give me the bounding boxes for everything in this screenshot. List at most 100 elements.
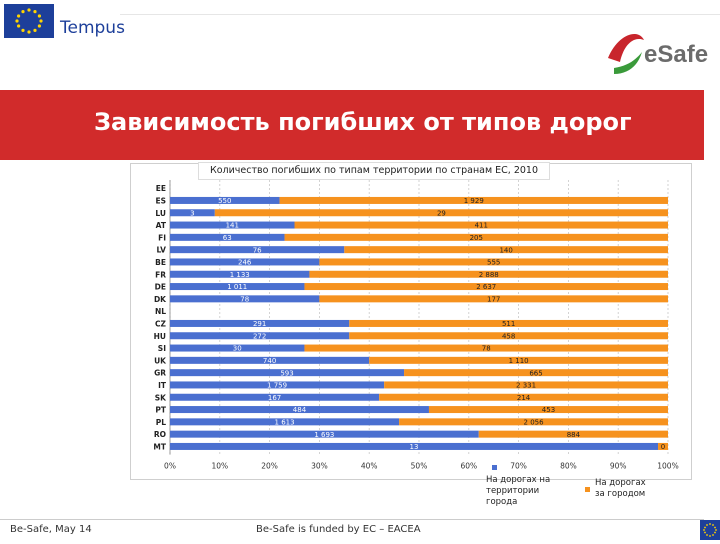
- data-label-urban: 593: [280, 369, 293, 377]
- data-label-rural: 511: [502, 320, 515, 328]
- category-label: PT: [155, 406, 166, 415]
- bar-rural: [294, 221, 668, 229]
- bar-urban: [170, 233, 285, 241]
- category-label: SI: [158, 344, 166, 353]
- category-label: NL: [155, 307, 166, 316]
- legend-label-rural: На дорогах за городом: [595, 478, 646, 499]
- bar-rural: [399, 418, 668, 426]
- bar-urban: [170, 369, 405, 377]
- data-label-rural: 2 331: [516, 382, 536, 390]
- category-label: FR: [155, 270, 166, 279]
- x-tick-label: 90%: [610, 462, 627, 471]
- data-label-urban: 1 759: [267, 382, 287, 390]
- bar-rural: [344, 246, 668, 254]
- bar-rural: [384, 381, 668, 389]
- data-label-urban: 141: [226, 222, 239, 230]
- data-label-urban: 76: [253, 246, 262, 254]
- data-label-rural: 2 637: [476, 283, 496, 291]
- bar-urban: [170, 332, 350, 340]
- x-tick-label: 80%: [560, 462, 577, 471]
- footer-divider: [0, 519, 704, 520]
- bar-rural: [428, 406, 668, 414]
- category-label: CZ: [155, 319, 167, 328]
- category-label: LU: [155, 209, 166, 218]
- data-label-rural: 458: [502, 332, 515, 340]
- bar-rural: [214, 209, 668, 217]
- data-label-urban: 1 011: [227, 283, 247, 291]
- category-label: ES: [155, 196, 166, 205]
- data-label-urban: 13: [410, 443, 419, 451]
- category-label: AT: [156, 221, 167, 230]
- tempus-logo-text: Tempus: [60, 18, 125, 38]
- category-label: UK: [154, 356, 167, 365]
- data-label-rural: 1 929: [464, 197, 484, 205]
- data-label-rural: 78: [482, 345, 491, 353]
- data-label-urban: 1 133: [230, 271, 250, 279]
- legend-label-urban: На дорогах на территории города: [486, 475, 551, 507]
- category-label: GR: [154, 369, 166, 378]
- bar-rural: [304, 283, 668, 291]
- bar-rural: [349, 319, 668, 327]
- chart-title: Количество погибших по типам территории …: [198, 162, 550, 180]
- bar-urban: [170, 381, 385, 389]
- data-label-urban: 30: [233, 345, 242, 353]
- header-divider: [120, 14, 720, 15]
- data-label-urban: 167: [268, 394, 281, 402]
- category-label: HU: [154, 332, 166, 341]
- bar-rural: [658, 442, 668, 450]
- footer-funding: Be-Safe is funded by EC – EACEA: [256, 524, 421, 535]
- data-label-rural: 1 110: [509, 357, 529, 365]
- esafe-logo: eSafe: [604, 22, 714, 82]
- category-label: DK: [154, 295, 167, 304]
- title-band: [0, 90, 704, 160]
- bar-urban: [170, 356, 370, 364]
- data-label-rural: 0: [661, 443, 665, 451]
- data-label-urban: 291: [253, 320, 266, 328]
- data-label-rural: 214: [517, 394, 531, 402]
- data-label-rural: 884: [567, 431, 581, 439]
- bar-urban: [170, 221, 295, 229]
- bar-rural: [319, 258, 668, 266]
- bar-urban: [170, 430, 479, 438]
- data-label-urban: 272: [253, 332, 266, 340]
- x-tick-label: 0%: [164, 462, 176, 471]
- x-tick-label: 30%: [311, 462, 328, 471]
- esafe-logo-text: eSafe: [644, 41, 708, 68]
- category-label: BE: [155, 258, 166, 267]
- category-label: SK: [155, 393, 167, 402]
- bar-urban: [170, 283, 305, 291]
- category-label: IT: [158, 381, 167, 390]
- eu-flag-small-icon: [700, 520, 720, 540]
- data-label-urban: 1 693: [314, 431, 334, 439]
- bar-urban: [170, 442, 659, 450]
- eu-flag-icon: [4, 4, 54, 38]
- category-label: RO: [154, 430, 166, 439]
- data-label-rural: 29: [437, 209, 446, 217]
- data-label-rural: 140: [499, 246, 512, 254]
- bar-urban: [170, 406, 429, 414]
- x-tick-label: 20%: [261, 462, 278, 471]
- bar-urban: [170, 393, 380, 401]
- data-label-rural: 555: [487, 259, 500, 267]
- bar-rural: [478, 430, 668, 438]
- bar-rural: [404, 369, 668, 377]
- bar-urban: [170, 270, 310, 278]
- legend-swatch-rural: [585, 487, 590, 492]
- data-label-urban: 740: [263, 357, 276, 365]
- bar-rural: [304, 344, 668, 352]
- data-label-urban: 550: [218, 197, 231, 205]
- category-label: MT: [153, 442, 166, 451]
- x-tick-label: 40%: [361, 462, 378, 471]
- bar-urban: [170, 344, 305, 352]
- bar-urban: [170, 246, 345, 254]
- data-label-urban: 3: [190, 209, 194, 217]
- data-label-rural: 2 056: [524, 418, 545, 426]
- data-label-urban: 63: [223, 234, 232, 242]
- bar-urban: [170, 295, 320, 303]
- legend-swatch-urban: [492, 465, 497, 470]
- bar-rural: [319, 295, 668, 303]
- bar-rural: [379, 393, 668, 401]
- bar-urban: [170, 196, 280, 204]
- category-label: LV: [156, 246, 166, 255]
